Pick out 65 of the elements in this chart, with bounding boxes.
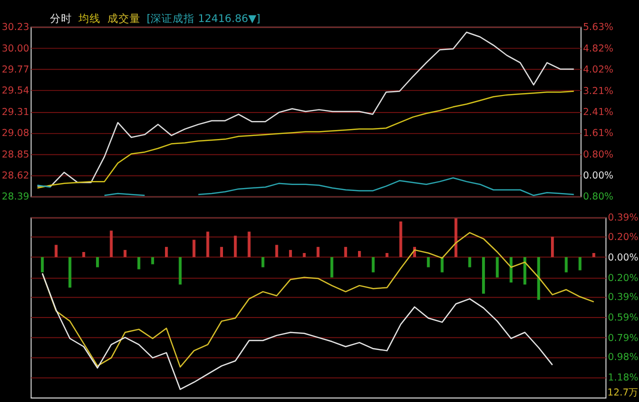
bar: [578, 257, 582, 270]
bar: [482, 257, 485, 294]
bar: [220, 246, 223, 258]
y2-tick-label: 0.00%: [582, 170, 614, 182]
bar: [510, 257, 513, 283]
line-series: [42, 232, 594, 368]
y-tick-label: 29.77: [2, 64, 30, 76]
y2-tick-label: 0.80%: [582, 192, 614, 203]
bar: [137, 257, 140, 270]
bar: [151, 257, 154, 264]
y-tick-label: 28.85: [2, 149, 30, 160]
y-tick-label: 29.54: [2, 86, 30, 97]
y-tick-label: 0.59%: [608, 312, 638, 324]
bar: [426, 257, 430, 268]
line-series: [36, 32, 574, 187]
y-tick-label: 1.18%: [608, 372, 638, 384]
bar: [248, 232, 251, 258]
y-tick-label: 0.98%: [608, 352, 638, 364]
y-tick-label: 28.39: [2, 192, 30, 203]
y2-tick-label: 5.63%: [582, 22, 614, 34]
bar: [316, 246, 320, 258]
bar: [344, 246, 348, 258]
y2-tick-label: 0.80%: [582, 149, 614, 160]
y-tick-label: 28.62: [2, 170, 30, 182]
bar: [96, 257, 99, 268]
y-tick-label: 0.20%: [608, 232, 638, 244]
y2-tick-label: 4.02%: [582, 64, 614, 76]
bar: [124, 250, 126, 258]
bar: [386, 253, 388, 258]
y-tick-label: 0.39%: [608, 292, 638, 304]
bar: [164, 246, 168, 258]
bar: [358, 250, 361, 258]
line-series: [36, 90, 574, 189]
bar: [330, 257, 334, 278]
bar: [40, 257, 44, 272]
bar: [523, 257, 526, 285]
y-tick-label: 0.20%: [608, 272, 638, 284]
text: 成交量: [107, 12, 140, 25]
y-tick-label: 0.79%: [608, 332, 638, 344]
y2-tick-label: 2.41%: [582, 107, 614, 118]
y-tick-label: 30.23: [2, 22, 30, 34]
y2-tick-label: 1.61%: [582, 128, 614, 140]
y-tick-label: 0.00%: [608, 252, 638, 264]
chart-title: 分时: [50, 12, 72, 25]
bar: [54, 244, 58, 258]
y-tick-label: 29.31: [2, 106, 30, 118]
bar: [192, 240, 196, 258]
bar: [550, 236, 554, 258]
y-tick-label: 29.08: [2, 128, 30, 140]
y-tick-label: 30.00: [2, 43, 30, 54]
bar: [468, 257, 472, 268]
text: 均线: [78, 12, 101, 25]
y-tick-label: 0.39%: [608, 212, 638, 224]
y2-tick-label: 3.21%: [582, 86, 614, 97]
bar: [289, 250, 292, 258]
bar: [261, 257, 264, 268]
bar: [440, 257, 444, 272]
bar: [454, 218, 458, 258]
bar: [234, 236, 237, 258]
text: 12.7万: [607, 388, 639, 399]
bar: [68, 257, 72, 288]
text: [深证成指 12416.86▼]: [146, 12, 260, 25]
bar: [537, 257, 540, 300]
line-series: [42, 272, 554, 390]
y2-tick-label: 4.82%: [582, 43, 614, 54]
